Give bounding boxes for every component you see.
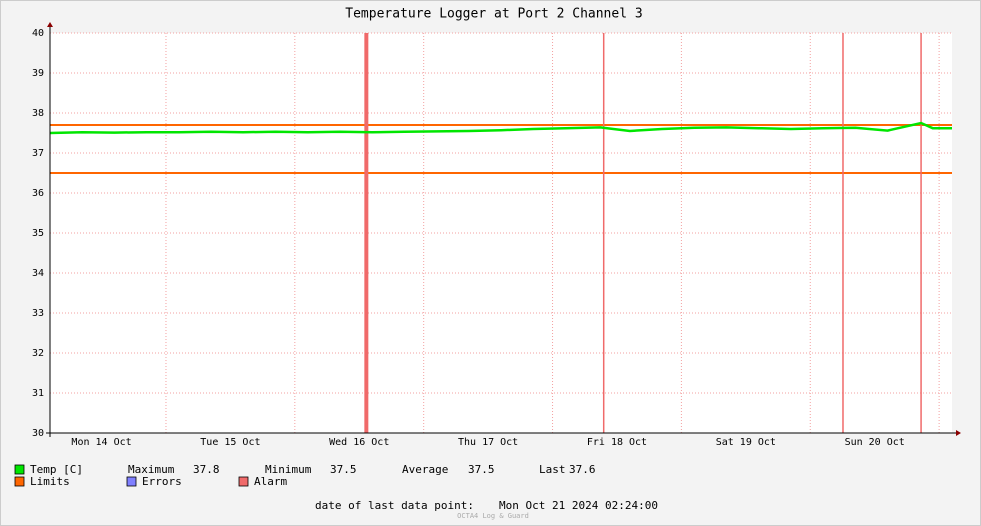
footer-label: date of last data point: [315,499,474,512]
stat-label: Last [539,463,566,476]
y-tick-label: 34 [32,268,44,279]
x-tick-label: Sat 19 Oct [716,437,776,448]
y-tick-label: 33 [32,308,44,319]
stat-label: Average [402,463,448,476]
stat-value: 37.8 [193,463,220,476]
chart-title: Temperature Logger at Port 2 Channel 3 [345,7,642,22]
legend-label: Limits [30,475,70,488]
y-tick-label: 40 [32,28,44,39]
x-tick-label: Thu 17 Oct [458,437,518,448]
stat-label: Minimum [265,463,312,476]
stat-value: 37.6 [569,463,596,476]
legend-swatch [238,476,249,487]
y-tick-label: 35 [32,228,44,239]
credit: OCTA4 Log & Guard [457,512,529,520]
x-tick-label: Tue 15 Oct [200,437,260,448]
legend-label: Errors [142,475,182,488]
x-tick-label: Wed 16 Oct [329,437,389,448]
y-tick-label: 36 [32,188,44,199]
legend-label: Temp [C] [30,463,83,476]
y-tick-label: 39 [32,68,44,79]
legend-swatch [14,464,25,475]
x-tick-label: Mon 14 Oct [71,437,131,448]
stat-label: Maximum [128,463,175,476]
axis-arrow [47,22,53,27]
y-tick-label: 38 [32,108,44,119]
y-tick-label: 30 [32,428,44,439]
x-tick-label: Fri 18 Oct [587,437,647,448]
axis-arrow [956,430,961,436]
footer-value: Mon Oct 21 2024 02:24:00 [499,499,658,512]
y-tick-label: 37 [32,148,44,159]
y-tick-label: 31 [32,388,44,399]
legend-swatch [126,476,137,487]
x-tick-label: Sun 20 Oct [845,437,905,448]
data-line [49,121,952,135]
stat-value: 37.5 [468,463,495,476]
legend-swatch [14,476,25,487]
legend-label: Alarm [254,475,287,488]
stat-value: 37.5 [330,463,357,476]
y-tick-label: 32 [32,348,44,359]
